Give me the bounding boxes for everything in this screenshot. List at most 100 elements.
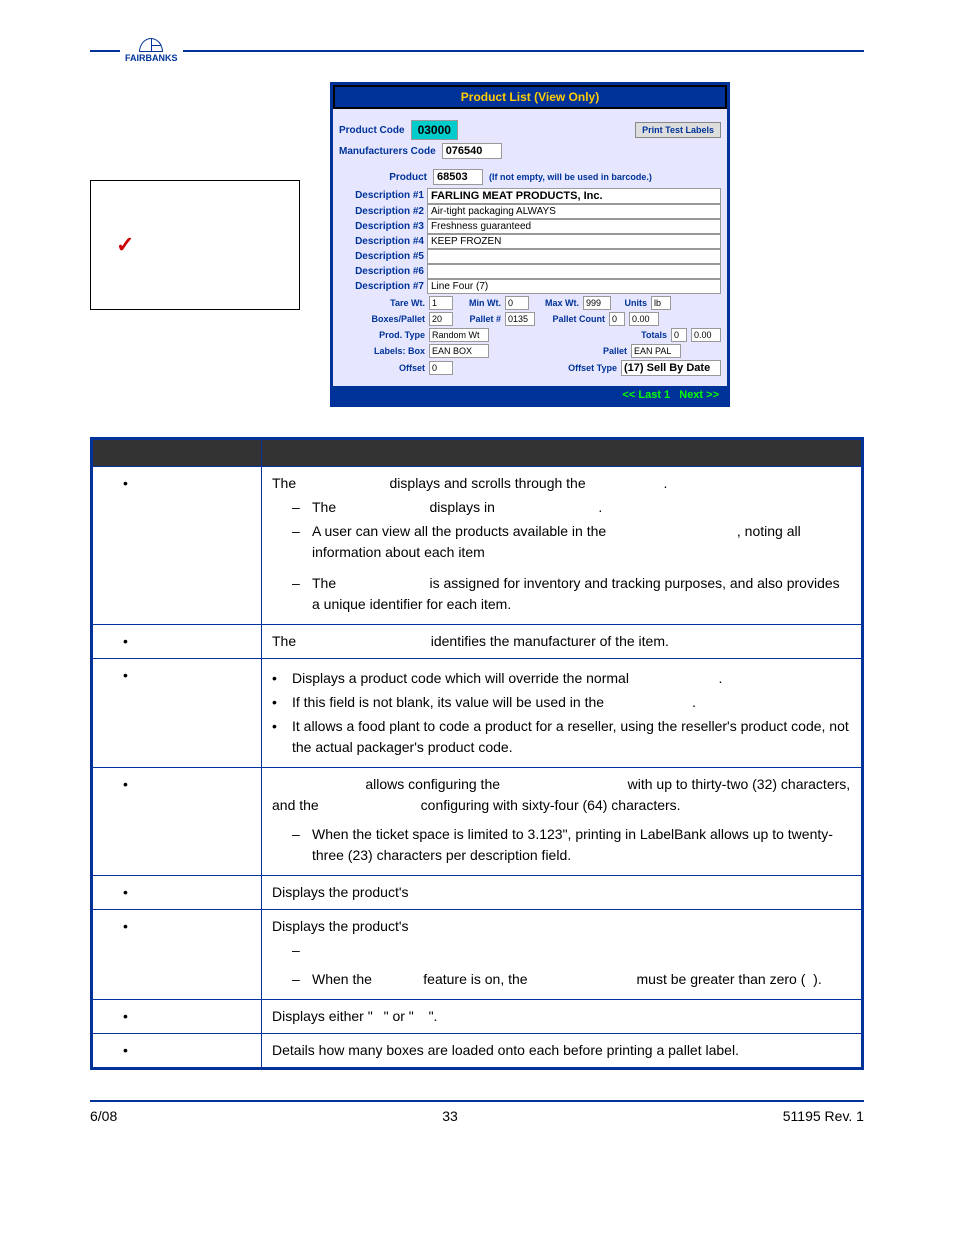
description-list: Description #1FARLING MEAT PRODUCTS, Inc… <box>339 188 721 294</box>
labels-box-field[interactable]: EAN BOX <box>429 344 489 358</box>
tare-wt-label: Tare Wt. <box>339 298 425 308</box>
table-row: The Product Code displays and scrolls th… <box>92 467 863 625</box>
nav-next-button[interactable]: Next >> <box>679 389 719 401</box>
spec-left-cell <box>92 467 262 625</box>
max-wt-label: Max Wt. <box>533 298 579 308</box>
spec-header-right <box>262 439 863 467</box>
figure-row: ✓ Product List (View Only) Product Code … <box>90 82 864 407</box>
check-icon: ✓ <box>116 232 134 258</box>
description-field[interactable]: FARLING MEAT PRODUCTS, Inc. <box>427 188 721 204</box>
description-label: Description #6 <box>339 264 427 279</box>
product-code-label: Product Code <box>339 125 405 136</box>
spec-left-cell <box>92 659 262 768</box>
logo-text: FAIRBANKS <box>125 53 178 63</box>
description-row: Description #4KEEP FROZEN <box>339 234 721 249</box>
footer-page: 33 <box>442 1108 458 1124</box>
labels-box-label: Labels: Box <box>339 346 425 356</box>
spec-right-cell: Displays the product's When the Min Wt f… <box>262 910 863 1000</box>
table-row: Displays the product's When the Min Wt f… <box>92 910 863 1000</box>
prod-type-field[interactable]: Random Wt <box>429 328 489 342</box>
footer-date: 6/08 <box>90 1108 117 1124</box>
spec-left-cell <box>92 876 262 910</box>
units-field[interactable]: lb <box>651 296 671 310</box>
page-footer: 6/08 33 51195 Rev. 1 <box>90 1100 864 1124</box>
table-row: Description #1 allows configuring the fi… <box>92 768 863 876</box>
spec-header-left <box>92 439 262 467</box>
product-code-field[interactable]: 03000 <box>411 120 458 140</box>
description-row: Description #5 <box>339 249 721 264</box>
description-row: Description #7Line Four (7) <box>339 279 721 294</box>
table-row: Displays a product code which will overr… <box>92 659 863 768</box>
totals-field[interactable]: 0 <box>671 328 687 342</box>
mfr-code-field[interactable]: 076540 <box>442 143 502 159</box>
description-field[interactable] <box>427 264 721 279</box>
totals-label: Totals <box>627 330 667 340</box>
description-field[interactable]: KEEP FROZEN <box>427 234 721 249</box>
product-list-window: Product List (View Only) Product Code 03… <box>330 82 730 407</box>
boxes-pallet-field[interactable]: 20 <box>429 312 453 326</box>
table-row: Details how many boxes are loaded onto e… <box>92 1034 863 1069</box>
description-field[interactable]: Freshness guaranteed <box>427 219 721 234</box>
table-row: The Manufacturers Code identifies the ma… <box>92 625 863 659</box>
offset-label: Offset <box>339 363 425 373</box>
description-label: Description #1 <box>339 188 427 204</box>
units-label: Units <box>615 298 647 308</box>
totals2-field[interactable]: 0.00 <box>691 328 721 342</box>
pallet-field[interactable]: EAN PAL <box>631 344 681 358</box>
min-wt-field[interactable]: 0 <box>505 296 529 310</box>
max-wt-field[interactable]: 999 <box>583 296 611 310</box>
nav-bar: << Last 1 Next >> <box>333 386 727 404</box>
description-label: Description #3 <box>339 219 427 234</box>
pallet-count-field[interactable]: 0 <box>609 312 625 326</box>
window-body: Product Code 03000 Print Test Labels Man… <box>333 109 727 386</box>
footer-doc: 51195 Rev. 1 <box>783 1108 864 1124</box>
mfr-code-label: Manufacturers Code <box>339 146 436 157</box>
pallet-count2-field[interactable]: 0.00 <box>629 312 659 326</box>
description-field[interactable]: Line Four (7) <box>427 279 721 294</box>
description-row: Description #1FARLING MEAT PRODUCTS, Inc… <box>339 188 721 204</box>
table-row: Displays the product's <box>92 876 863 910</box>
spec-right-cell: Details how many boxes are loaded onto e… <box>262 1034 863 1069</box>
nav-last-button[interactable]: << Last 1 <box>622 389 670 401</box>
checkmark-box: ✓ <box>90 180 300 310</box>
header-rule: FAIRBANKS <box>90 50 864 52</box>
print-test-labels-button[interactable]: Print Test Labels <box>635 122 721 138</box>
spec-body: The Product Code displays and scrolls th… <box>92 467 863 1069</box>
pallet-label: Pallet <box>603 346 627 356</box>
offset-type-label: Offset Type <box>568 363 617 373</box>
table-row: Displays either "lb" or "kg". <box>92 1000 863 1034</box>
description-label: Description #5 <box>339 249 427 264</box>
spec-right-cell: The Manufacturers Code identifies the ma… <box>262 625 863 659</box>
prod-type-label: Prod. Type <box>339 330 425 340</box>
offset-type-field[interactable]: (17) Sell By Date <box>621 360 721 376</box>
spec-left-cell <box>92 1034 262 1069</box>
description-row: Description #3Freshness guaranteed <box>339 219 721 234</box>
spec-right-cell: The Product Code displays and scrolls th… <box>262 467 863 625</box>
spec-left-cell <box>92 1000 262 1034</box>
product-label: Product <box>339 172 427 183</box>
pallet-count-label: Pallet Count <box>539 314 605 324</box>
spec-table: The Product Code displays and scrolls th… <box>90 437 864 1070</box>
description-row: Description #2Air-tight packaging ALWAYS <box>339 204 721 219</box>
offset-field[interactable]: 0 <box>429 361 453 375</box>
description-label: Description #4 <box>339 234 427 249</box>
window-title: Product List (View Only) <box>333 85 727 109</box>
product-note: (If not empty, will be used in barcode.) <box>489 172 652 182</box>
spec-left-cell <box>92 625 262 659</box>
description-field[interactable] <box>427 249 721 264</box>
tare-wt-field[interactable]: 1 <box>429 296 453 310</box>
product-field[interactable]: 68503 <box>433 169 483 185</box>
spec-left-cell <box>92 910 262 1000</box>
spec-right-cell: Displays either "lb" or "kg". <box>262 1000 863 1034</box>
description-field[interactable]: Air-tight packaging ALWAYS <box>427 204 721 219</box>
pallet-num-field[interactable]: 0135 <box>505 312 535 326</box>
logo: FAIRBANKS <box>120 38 183 63</box>
description-label: Description #7 <box>339 279 427 294</box>
boxes-pallet-label: Boxes/Pallet <box>339 314 425 324</box>
spec-right-cell: Description #1 allows configuring the fi… <box>262 768 863 876</box>
spec-left-cell <box>92 768 262 876</box>
spec-right-cell: Displays a product code which will overr… <box>262 659 863 768</box>
description-row: Description #6 <box>339 264 721 279</box>
logo-globe-icon <box>139 38 163 52</box>
pallet-num-label: Pallet # <box>457 314 501 324</box>
